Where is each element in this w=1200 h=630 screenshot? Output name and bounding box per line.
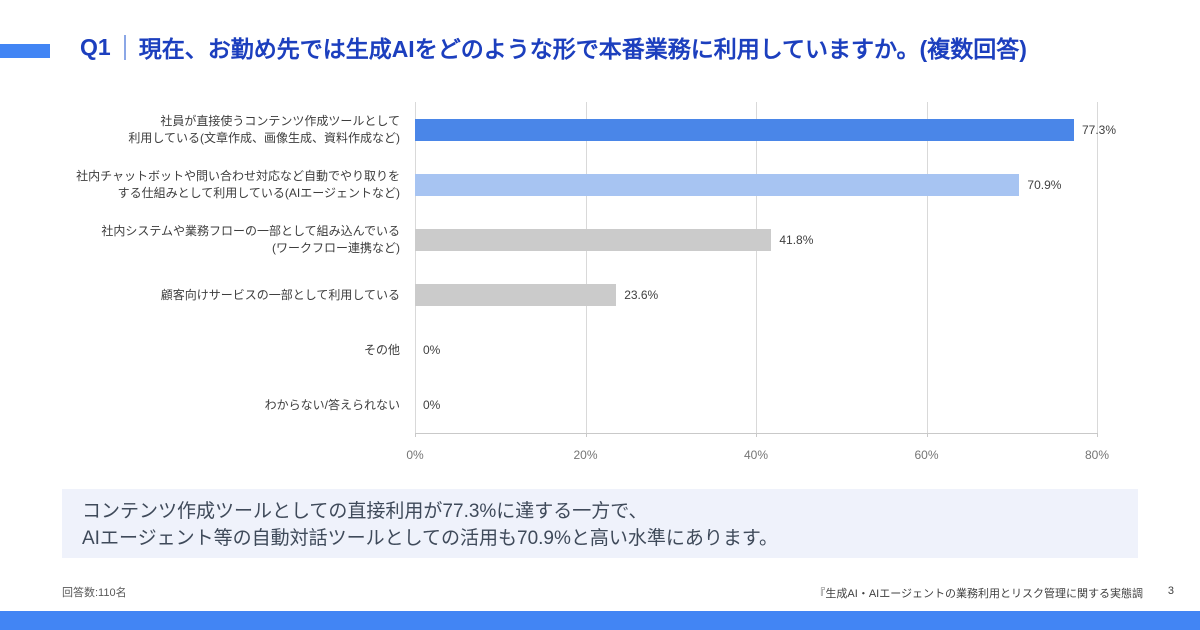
page-number: 3: [1167, 585, 1174, 597]
chart-row: わからない/答えられない 0%: [0, 378, 1097, 433]
bar-chart: 社員が直接使うコンテンツ作成ツールとして 利用している(文章作成、画像生成、資料…: [0, 102, 1116, 462]
category-label: 社内チャットボットや問い合わせ対応など自動でやり取りを する仕組みとして利用して…: [76, 168, 400, 200]
chart-row: 社内システムや業務フローの一部として組み込んでいる (ワークフロー連携など) 4…: [0, 212, 1097, 267]
x-axis-tick-label: 40%: [743, 448, 769, 462]
category-label: その他: [363, 342, 400, 357]
chart-rows: 社員が直接使うコンテンツ作成ツールとして 利用している(文章作成、画像生成、資料…: [0, 102, 1116, 433]
page-title: Q1 現在、お勤め先では生成AIをどのような形で本番業務に利用していますか。(複…: [80, 30, 1027, 64]
category-label: 顧客向けサービスの一部として利用している: [160, 287, 400, 302]
x-axis-tick-label: 60%: [914, 448, 939, 462]
bar-area: 23.6%: [415, 268, 1097, 323]
category-label: 社員が直接使うコンテンツ作成ツールとして 利用している(文章作成、画像生成、資料…: [128, 113, 400, 145]
question-number: Q1: [80, 33, 111, 60]
bar-value-label: 41.8%: [779, 232, 814, 247]
summary-line-1: コンテンツ作成ツールとしての直接利用が77.3%に達する一方で、: [82, 501, 648, 522]
axis-tick: [926, 433, 928, 437]
bar-value-label: 77.3%: [1081, 122, 1116, 137]
bar-area: 41.8%: [415, 212, 1097, 267]
header-accent-bar: [0, 44, 50, 58]
bar-area: 0%: [415, 323, 1097, 378]
bar-value-label: 0%: [423, 398, 441, 413]
bar: [415, 284, 617, 307]
chart-row: 社内チャットボットや問い合わせ対応など自動でやり取りを する仕組みとして利用して…: [0, 157, 1097, 212]
category-label: 社内システムや業務フローの一部として組み込んでいる (ワークフロー連携など): [101, 224, 400, 255]
axis-tick: [415, 433, 416, 437]
x-axis-tick-label: 20%: [573, 448, 598, 462]
x-axis-tick-label: 0%: [406, 448, 424, 462]
bar-value-label: 23.6%: [624, 288, 659, 303]
summary-box: コンテンツ作成ツールとしての直接利用が77.3%に達する一方で、 AIエージェン…: [62, 489, 1138, 558]
gridline: [1097, 102, 1098, 433]
bar: [415, 228, 772, 251]
title-divider: [123, 34, 126, 60]
source-citation: 『生成AI・AIエージェントの業務利用とリスク管理に関する実態調: [814, 588, 1143, 600]
bar-area: 70.9%: [415, 157, 1097, 212]
bar: [415, 173, 1020, 196]
x-axis-tick-label: 80%: [1084, 448, 1110, 462]
question-title-text: 現在、お勤め先では生成AIをどのような形で本番業務に利用していますか。(複数回答…: [138, 36, 1027, 62]
x-axis-labels: 0% 20% 40% 60% 80%: [406, 448, 1109, 464]
respondent-count: 回答数:110名: [62, 587, 127, 599]
summary-line-2: AIエージェント等の自動対話ツールとしての活用も70.9%と高い水準にあります。: [82, 528, 778, 549]
bar-value-label: 70.9%: [1027, 177, 1062, 192]
axis-tick: [1097, 433, 1098, 437]
chart-row: その他 0%: [0, 323, 1097, 378]
bar-value-label: 0%: [423, 343, 441, 358]
bar-area: 0%: [415, 378, 1097, 433]
bottom-accent-bar: [0, 611, 1200, 630]
chart-row: 顧客向けサービスの一部として利用している 23.6%: [0, 268, 1097, 323]
axis-tick: [585, 433, 587, 437]
axis-tick: [756, 433, 757, 437]
chart-row: 社員が直接使うコンテンツ作成ツールとして 利用している(文章作成、画像生成、資料…: [0, 102, 1116, 157]
bar: [415, 118, 1074, 141]
category-label: わからない/答えられない: [264, 398, 400, 413]
bar-area: 77.3%: [415, 102, 1116, 157]
